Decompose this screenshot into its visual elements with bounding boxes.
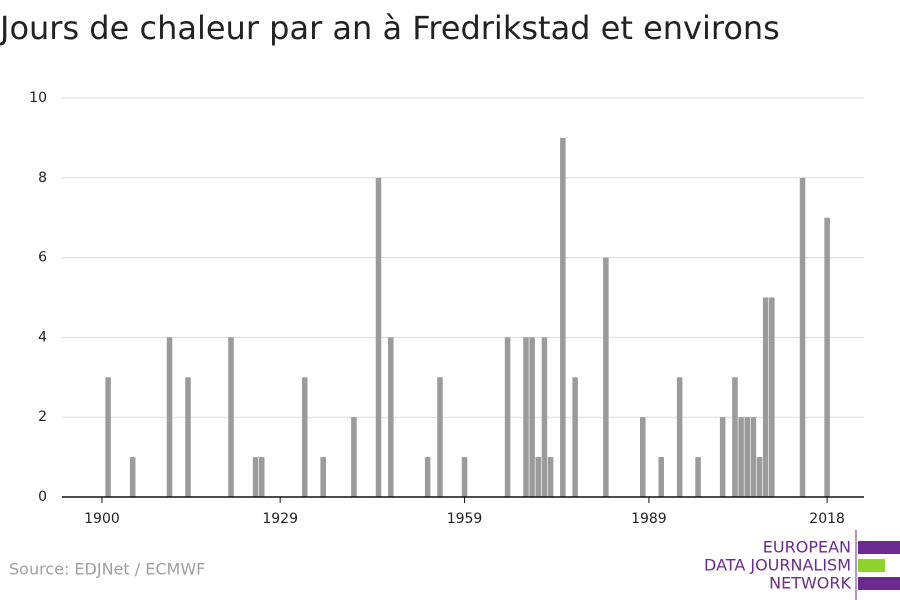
bar	[541, 337, 548, 497]
bar	[529, 337, 535, 497]
x-tick-label: 1929	[262, 511, 298, 527]
bar	[185, 377, 191, 497]
logo-bar	[858, 577, 900, 590]
x-tick-label: 1900	[84, 511, 120, 527]
x-tick-label: 1959	[447, 511, 483, 527]
bar	[523, 337, 529, 497]
y-tick-label: 6	[38, 250, 47, 266]
y-tick-label: 8	[38, 170, 47, 186]
bar	[375, 177, 382, 498]
bar	[105, 377, 111, 497]
bar	[756, 457, 763, 497]
bar	[504, 337, 511, 497]
logo-text: DATA JOURNALISM	[704, 556, 851, 575]
bar	[547, 457, 554, 497]
bar	[695, 457, 701, 497]
bar	[320, 457, 326, 497]
source: Source: EDJNet / ECMWF	[9, 560, 205, 579]
bar	[824, 217, 830, 497]
bar	[732, 377, 738, 497]
bar	[461, 457, 468, 497]
y-tick-label: 2	[38, 409, 47, 425]
bar	[228, 337, 234, 497]
bar	[676, 377, 683, 497]
bar	[560, 137, 566, 497]
bar	[388, 337, 394, 497]
logo-bar	[858, 541, 900, 554]
y-tick-label: 10	[29, 90, 47, 106]
x-tick-label: 1989	[631, 511, 667, 527]
bar	[572, 377, 578, 497]
bar	[437, 377, 443, 497]
logo-text: EUROPEAN	[763, 538, 851, 557]
bar	[719, 417, 726, 497]
bar	[744, 417, 750, 497]
bar	[799, 177, 806, 498]
bar	[658, 457, 664, 497]
bar	[535, 457, 542, 497]
bar	[603, 257, 609, 497]
bar	[750, 417, 757, 497]
y-tick-label: 0	[38, 489, 47, 505]
bar	[301, 377, 308, 497]
y-tick-label: 4	[38, 329, 47, 345]
bar	[351, 417, 357, 497]
logo-bar	[858, 559, 885, 572]
bar	[424, 457, 431, 497]
bar	[769, 297, 775, 497]
logo-text: NETWORK	[769, 574, 851, 593]
bar	[738, 417, 744, 497]
bar	[252, 457, 259, 497]
logo: EUROPEAN DATA JOURNALISM NETWORK	[704, 530, 900, 600]
bar	[762, 297, 769, 497]
chart-title: Jours de chaleur par an à Fredrikstad et…	[0, 9, 780, 47]
bar	[129, 457, 136, 497]
x-tick-label: 2018	[809, 511, 845, 527]
bar	[639, 417, 646, 497]
bar	[166, 337, 173, 497]
bar	[258, 457, 265, 497]
